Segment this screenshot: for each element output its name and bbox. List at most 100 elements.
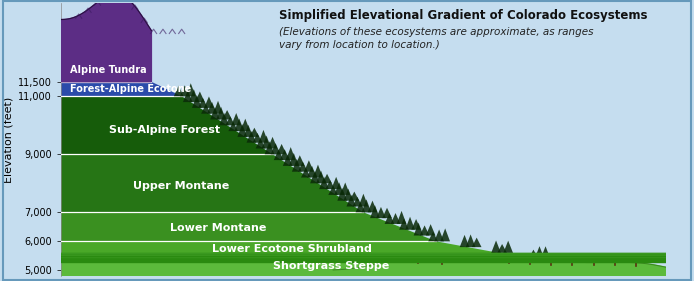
Polygon shape [498, 244, 507, 253]
Circle shape [0, 255, 694, 260]
Polygon shape [359, 194, 369, 207]
Polygon shape [222, 110, 232, 119]
Polygon shape [237, 124, 247, 137]
Polygon shape [271, 143, 280, 154]
Polygon shape [235, 119, 244, 131]
Circle shape [0, 253, 694, 258]
Polygon shape [277, 144, 287, 154]
Polygon shape [298, 162, 307, 172]
Circle shape [0, 258, 694, 262]
Polygon shape [60, 154, 364, 212]
Polygon shape [472, 238, 482, 247]
Polygon shape [180, 85, 189, 96]
Polygon shape [60, 212, 436, 241]
Polygon shape [313, 165, 323, 178]
Polygon shape [346, 195, 356, 207]
Circle shape [0, 258, 694, 262]
Polygon shape [310, 171, 320, 183]
Polygon shape [195, 92, 205, 102]
Polygon shape [60, 24, 151, 82]
Polygon shape [376, 207, 386, 218]
Polygon shape [333, 259, 666, 276]
Polygon shape [60, 0, 151, 82]
Polygon shape [246, 131, 256, 143]
Polygon shape [255, 138, 265, 148]
Polygon shape [335, 182, 344, 195]
Polygon shape [301, 168, 311, 178]
Polygon shape [219, 113, 229, 125]
Text: Lower Montane: Lower Montane [169, 223, 266, 233]
Circle shape [0, 256, 694, 260]
Polygon shape [322, 174, 332, 183]
Polygon shape [382, 208, 392, 218]
Polygon shape [368, 201, 378, 212]
Polygon shape [434, 230, 444, 241]
Polygon shape [355, 202, 365, 212]
Polygon shape [289, 153, 298, 166]
Polygon shape [337, 188, 347, 201]
Circle shape [0, 259, 694, 262]
Polygon shape [283, 155, 293, 166]
Text: Upper Montane: Upper Montane [133, 181, 230, 191]
Circle shape [0, 257, 694, 261]
Text: Simplified Elevational Gradient of Colorado Ecosystems: Simplified Elevational Gradient of Color… [278, 9, 647, 22]
Polygon shape [344, 189, 353, 201]
Polygon shape [273, 149, 283, 160]
Polygon shape [192, 95, 202, 108]
Polygon shape [353, 197, 362, 207]
Polygon shape [405, 217, 415, 230]
Polygon shape [534, 246, 544, 259]
Polygon shape [420, 225, 430, 235]
Polygon shape [307, 166, 316, 178]
Polygon shape [228, 122, 238, 131]
Polygon shape [292, 159, 302, 172]
Text: Shortgrass Steppe: Shortgrass Steppe [273, 261, 389, 271]
Polygon shape [231, 113, 241, 125]
Text: (Elevations of these ecosystems are approximate, as ranges
vary from location to: (Elevations of these ecosystems are appr… [278, 27, 593, 50]
Polygon shape [204, 96, 214, 108]
Polygon shape [412, 219, 421, 230]
Polygon shape [217, 107, 226, 119]
Polygon shape [268, 137, 278, 148]
Polygon shape [440, 228, 450, 241]
Polygon shape [240, 119, 250, 131]
Polygon shape [328, 186, 338, 195]
Polygon shape [350, 192, 359, 201]
Polygon shape [304, 160, 314, 172]
Polygon shape [466, 234, 475, 247]
Polygon shape [259, 130, 269, 143]
Polygon shape [384, 213, 394, 224]
Circle shape [0, 255, 694, 259]
Polygon shape [250, 128, 260, 137]
Polygon shape [189, 89, 198, 102]
Polygon shape [60, 82, 182, 96]
Polygon shape [280, 149, 289, 160]
Polygon shape [60, 96, 273, 154]
Polygon shape [210, 107, 220, 119]
Polygon shape [60, 241, 515, 256]
Circle shape [0, 254, 694, 259]
Polygon shape [397, 211, 407, 224]
Text: Alpine Tundra: Alpine Tundra [69, 65, 146, 75]
Polygon shape [262, 135, 271, 148]
Polygon shape [459, 235, 469, 247]
Text: Sub-Alpine Forest: Sub-Alpine Forest [109, 125, 220, 135]
Polygon shape [286, 147, 296, 160]
Polygon shape [183, 91, 193, 102]
Polygon shape [399, 218, 409, 230]
Polygon shape [541, 246, 550, 259]
Polygon shape [207, 102, 217, 114]
Polygon shape [60, 256, 666, 276]
Text: Forest-Alpine Ecotone: Forest-Alpine Ecotone [69, 84, 191, 94]
Polygon shape [198, 98, 208, 108]
Polygon shape [201, 104, 211, 114]
Polygon shape [331, 177, 341, 189]
Polygon shape [414, 223, 423, 235]
Polygon shape [186, 83, 196, 96]
Polygon shape [174, 86, 183, 96]
Circle shape [0, 255, 694, 260]
Polygon shape [391, 213, 400, 224]
Polygon shape [253, 133, 262, 143]
Polygon shape [316, 171, 326, 183]
Polygon shape [325, 180, 335, 189]
